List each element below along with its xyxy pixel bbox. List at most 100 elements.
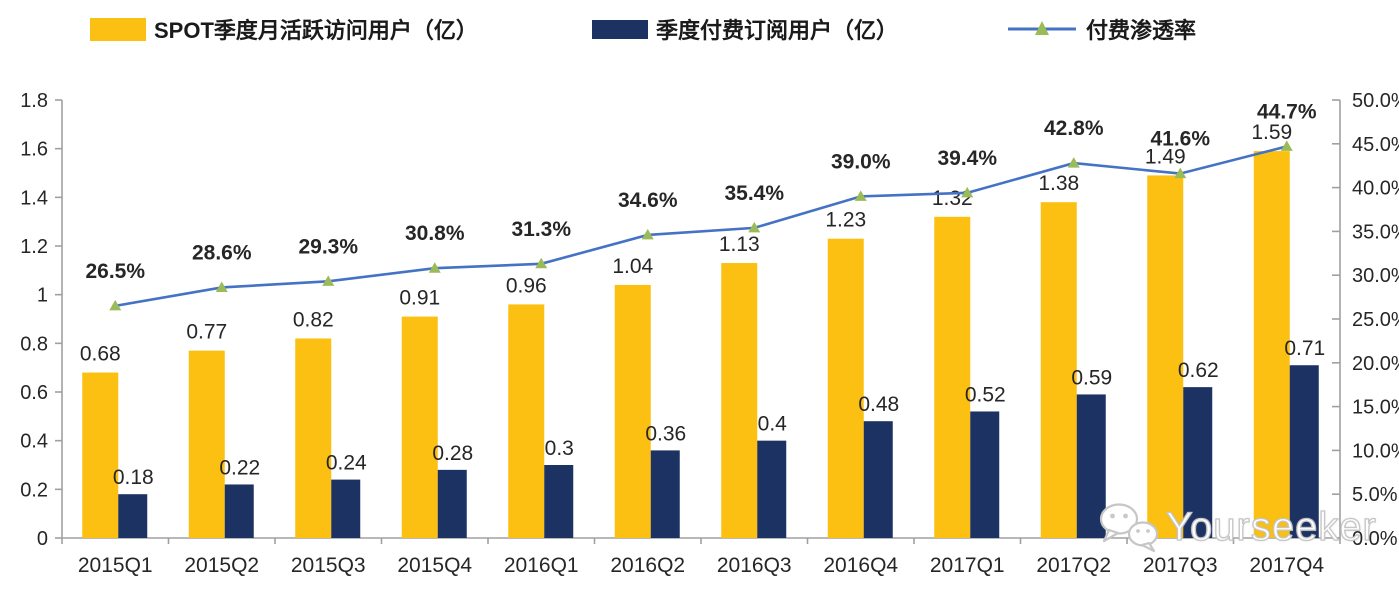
- left-axis-label: 1: [37, 285, 48, 307]
- left-axis-label: 1.6: [20, 139, 48, 161]
- mau-value-label: 0.68: [80, 343, 121, 366]
- penetration-pct-label: 39.0%: [831, 150, 891, 173]
- subs-value-label: 0.48: [858, 393, 899, 416]
- x-axis-label: 2017Q4: [1249, 554, 1324, 577]
- mau-bar: [827, 238, 864, 538]
- penetration-marker: [109, 299, 122, 311]
- mau-value-label: 1.49: [1145, 145, 1186, 168]
- mau-bar: [614, 284, 651, 538]
- penetration-pct-label: 34.6%: [618, 189, 678, 212]
- legend-swatch-subs: [592, 19, 648, 39]
- mau-bar: [295, 338, 332, 538]
- mau-value-label: 1.13: [719, 233, 760, 256]
- mau-bar: [1040, 202, 1077, 538]
- mau-value-label: 0.82: [293, 308, 334, 331]
- subs-bar: [331, 479, 361, 538]
- subs-bar: [1076, 394, 1106, 538]
- subs-value-label: 0.36: [645, 422, 686, 445]
- x-axis-label: 2015Q4: [397, 554, 472, 577]
- subs-value-label: 0.24: [326, 452, 367, 475]
- penetration-pct-label: 42.8%: [1044, 117, 1104, 140]
- mau-value-label: 0.96: [506, 274, 547, 297]
- penetration-pct-label: 29.3%: [298, 235, 358, 258]
- subs-bar: [437, 469, 467, 538]
- x-axis-label: 2015Q2: [184, 554, 259, 577]
- subs-value-label: 0.62: [1178, 359, 1219, 382]
- penetration-pct-label: 28.6%: [192, 241, 252, 264]
- legend-line-marker-icon: [1008, 21, 1076, 35]
- mau-bar: [934, 216, 971, 539]
- mau-value-label: 1.23: [825, 209, 866, 232]
- penetration-marker: [322, 275, 335, 286]
- subs-value-label: 0.59: [1071, 366, 1112, 389]
- subs-value-label: 0.28: [432, 442, 473, 465]
- subs-bar: [970, 411, 1000, 538]
- subs-value-label: 0.71: [1284, 337, 1325, 360]
- right-axis-label: 5.0%: [1352, 484, 1398, 506]
- left-axis-label: 0.4: [20, 431, 48, 453]
- legend-label-mau: SPOT季度月活跃访问用户（亿）: [154, 18, 478, 43]
- penetration-marker: [854, 190, 867, 201]
- x-axis-label: 2017Q2: [1036, 554, 1111, 577]
- left-axis-label: 1.2: [20, 236, 48, 258]
- mau-bar: [721, 263, 758, 538]
- x-axis-label: 2016Q4: [823, 554, 898, 577]
- subs-value-label: 0.3: [545, 437, 574, 460]
- subs-value-label: 0.18: [113, 466, 154, 489]
- penetration-marker: [215, 281, 228, 292]
- right-axis-label: 15.0%: [1352, 397, 1399, 419]
- x-axis-label: 2015Q3: [291, 554, 366, 577]
- penetration-pct-label: 44.7%: [1257, 100, 1317, 123]
- penetration-pct-label: 26.5%: [85, 260, 145, 283]
- right-axis-label: 50.0%: [1352, 90, 1399, 112]
- left-axis-label: 0.8: [20, 333, 48, 355]
- left-axis-label: 0.2: [20, 479, 48, 501]
- mau-value-label: 1.38: [1038, 172, 1079, 195]
- legend-label-subs: 季度付费订阅用户（亿）: [656, 18, 899, 43]
- mau-value-label: 1.04: [612, 255, 653, 278]
- subs-bar: [118, 494, 148, 538]
- penetration-marker: [535, 257, 548, 269]
- penetration-pct-label: 31.3%: [511, 218, 571, 241]
- penetration-marker: [641, 228, 654, 240]
- subs-bar: [650, 450, 680, 538]
- mau-value-label: 0.91: [399, 287, 440, 310]
- right-axis-label: 20.0%: [1352, 353, 1399, 375]
- subs-bar: [863, 421, 893, 538]
- right-axis-label: 0.0%: [1352, 528, 1398, 550]
- mau-value-label: 0.77: [186, 321, 227, 344]
- mau-bar: [1147, 175, 1184, 538]
- mau-bar: [82, 372, 119, 538]
- mau-bar: [401, 316, 438, 538]
- subs-bar: [1289, 365, 1319, 538]
- left-axis-label: 0: [37, 528, 48, 550]
- left-axis-label: 1.8: [20, 90, 48, 112]
- penetration-pct-label: 41.6%: [1150, 128, 1210, 151]
- x-axis-label: 2015Q1: [78, 554, 153, 577]
- subs-value-label: 0.22: [219, 456, 260, 479]
- legend-item-subs: 季度付费订阅用户（亿）: [592, 14, 898, 44]
- subs-value-label: 0.4: [758, 413, 788, 436]
- penetration-marker: [1174, 167, 1187, 179]
- x-axis-label: 2017Q1: [930, 554, 1005, 577]
- penetration-marker: [961, 186, 974, 198]
- penetration-line: [115, 145, 1288, 308]
- penetration-marker: [748, 221, 761, 233]
- left-axis-label: 1.4: [20, 187, 48, 209]
- right-axis-label: 45.0%: [1352, 134, 1399, 156]
- left-axis-label: 0.6: [20, 382, 48, 404]
- penetration-marker: [428, 262, 441, 273]
- legend-item-penetration: 付费渗透率: [1006, 14, 1196, 44]
- penetration-pct-label: 39.4%: [937, 147, 997, 170]
- legend-item-mau: SPOT季度月活跃访问用户（亿）: [90, 14, 478, 44]
- legend-label-penetration: 付费渗透率: [1086, 18, 1197, 43]
- right-axis-label: 10.0%: [1352, 440, 1399, 462]
- x-axis-label: 2016Q3: [717, 554, 792, 577]
- mau-bar: [188, 350, 225, 538]
- legend-swatch-mau: [90, 17, 146, 41]
- penetration-marker: [1280, 140, 1293, 151]
- subs-bar: [544, 465, 574, 538]
- mau-bar: [508, 304, 545, 538]
- mau-bar: [1253, 151, 1290, 538]
